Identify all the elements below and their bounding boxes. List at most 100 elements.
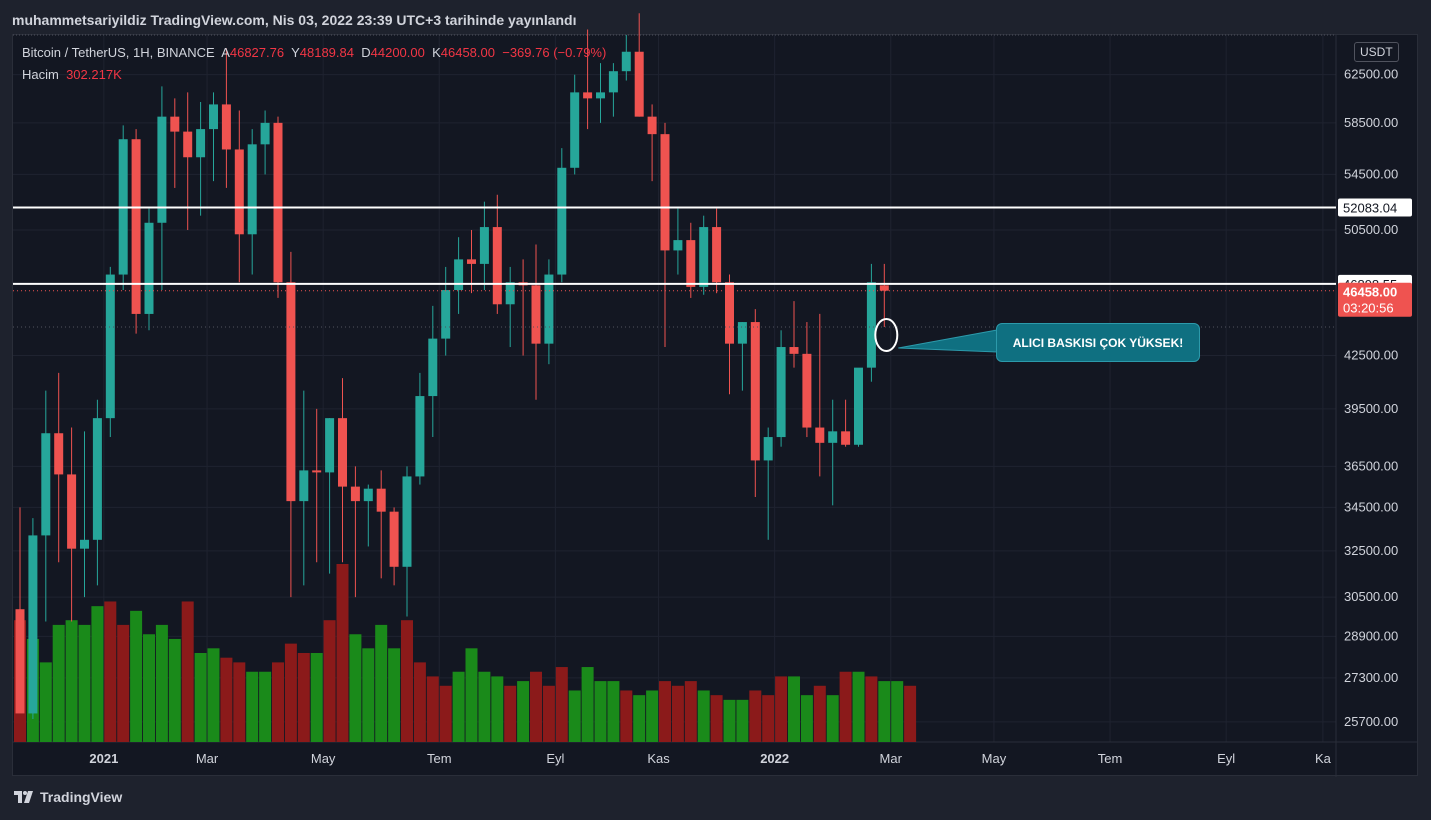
candle-body (699, 227, 709, 287)
candle-body (570, 92, 580, 168)
callout-pointer (874, 318, 998, 353)
volume-bar (233, 662, 246, 742)
volume-bar (143, 634, 155, 742)
y-tick-label: 42500.00 (1344, 348, 1398, 363)
candle-body (712, 227, 722, 283)
candle-body (828, 431, 838, 443)
candle-body (221, 104, 231, 150)
candle-body (144, 222, 154, 314)
y-tick-label: 50500.00 (1344, 222, 1398, 237)
volume-bar (130, 610, 143, 742)
change-value: −369.76 (−0.79%) (502, 45, 607, 60)
volume-bar (362, 648, 375, 742)
candle-body (750, 322, 760, 461)
candle-body (479, 227, 489, 264)
volume-bar (375, 624, 388, 742)
candle-body (402, 476, 412, 567)
candle-body (247, 144, 257, 235)
candle-body (492, 227, 502, 305)
low-value: 44200.00 (370, 45, 425, 60)
volume-bar (246, 671, 259, 742)
volume-bar (336, 564, 349, 742)
volume-bar (749, 690, 762, 742)
level-price-tag (1338, 198, 1412, 217)
volume-bar (581, 667, 594, 742)
candle-body (157, 116, 167, 223)
candle-body (660, 134, 670, 251)
candle-body (183, 131, 193, 158)
volume-bar (788, 676, 800, 742)
x-tick-label: Ka (1315, 751, 1332, 766)
open-value: 46827.76 (229, 45, 285, 60)
volume-bar (826, 695, 839, 742)
candle-body (854, 367, 863, 445)
volume-bar (723, 699, 736, 742)
tradingview-logo[interactable]: TradingView (14, 789, 122, 805)
candle-body (41, 433, 51, 536)
volume-bar (555, 667, 568, 742)
volume-bar (426, 676, 439, 742)
x-tick-label: May (982, 751, 1007, 766)
volume-bars (14, 564, 917, 742)
y-tick-label: 58500.00 (1344, 115, 1398, 130)
volume-bar (607, 681, 620, 742)
volume-bar (181, 601, 194, 742)
x-tick-label: May (311, 751, 336, 766)
price-axis: 25700.00 27300.00 28900.00 30500.00 32500.00… (1344, 67, 1398, 729)
last-price-label: 46458.00 (1343, 285, 1397, 300)
tradingview-logo-icon (14, 791, 33, 803)
countdown-label: 03:20:56 (1343, 301, 1394, 316)
volume-bar (594, 681, 607, 742)
candle-body (608, 71, 618, 93)
last-price-tag (1338, 282, 1412, 317)
volume-bar (117, 624, 130, 742)
high-label: Y (291, 45, 300, 60)
x-tick-label: Mar (880, 751, 903, 766)
volume-bar (401, 620, 413, 742)
volume-bar (39, 662, 52, 742)
candle-body (737, 322, 747, 344)
volume-bar (259, 671, 272, 742)
chart-pane[interactable] (12, 34, 1418, 776)
y-tick-label: 39500.00 (1344, 401, 1398, 416)
symbol-name: Bitcoin / TetherUS, 1H, BINANCE (22, 45, 215, 60)
grid-lines (13, 34, 1417, 777)
y-tick-label: 54500.00 (1344, 166, 1398, 181)
callout-text: ALICI BASKISI ÇOK YÜKSEK! (1012, 335, 1184, 350)
candle-body (686, 240, 696, 287)
candle-body (776, 347, 786, 438)
volume-bar (710, 695, 723, 742)
candle-body (105, 274, 115, 419)
open-label: A (221, 45, 230, 60)
candle-body (621, 51, 631, 72)
volume-bar (633, 695, 646, 742)
x-tick-label: Tem (427, 751, 452, 766)
volume-label: Hacim (22, 67, 59, 82)
candle-body (557, 167, 567, 275)
volume-bar (620, 690, 633, 742)
candle-body (131, 139, 141, 314)
volume-bar (775, 676, 788, 742)
candle-body (583, 92, 593, 99)
candle-body (389, 511, 399, 567)
candle-body (350, 486, 360, 502)
volume-bar (465, 648, 478, 742)
candle-body (260, 122, 270, 145)
volume-bar (530, 671, 542, 742)
volume-bar (852, 671, 865, 742)
volume-bar (646, 690, 659, 742)
volume-bar (813, 685, 826, 742)
volume-bar (413, 662, 426, 742)
candle-body (763, 437, 773, 461)
volume-bar (207, 648, 220, 742)
y-tick-label: 28900.00 (1344, 628, 1398, 643)
currency-button[interactable]: USDT (1354, 42, 1399, 62)
volume-bar (671, 685, 684, 742)
candle-body (596, 92, 605, 99)
candle-body (544, 274, 554, 344)
volume-bar (155, 624, 168, 742)
candle-body (209, 104, 218, 130)
volume-bar (65, 620, 78, 742)
y-tick-label: 30500.00 (1344, 589, 1398, 604)
